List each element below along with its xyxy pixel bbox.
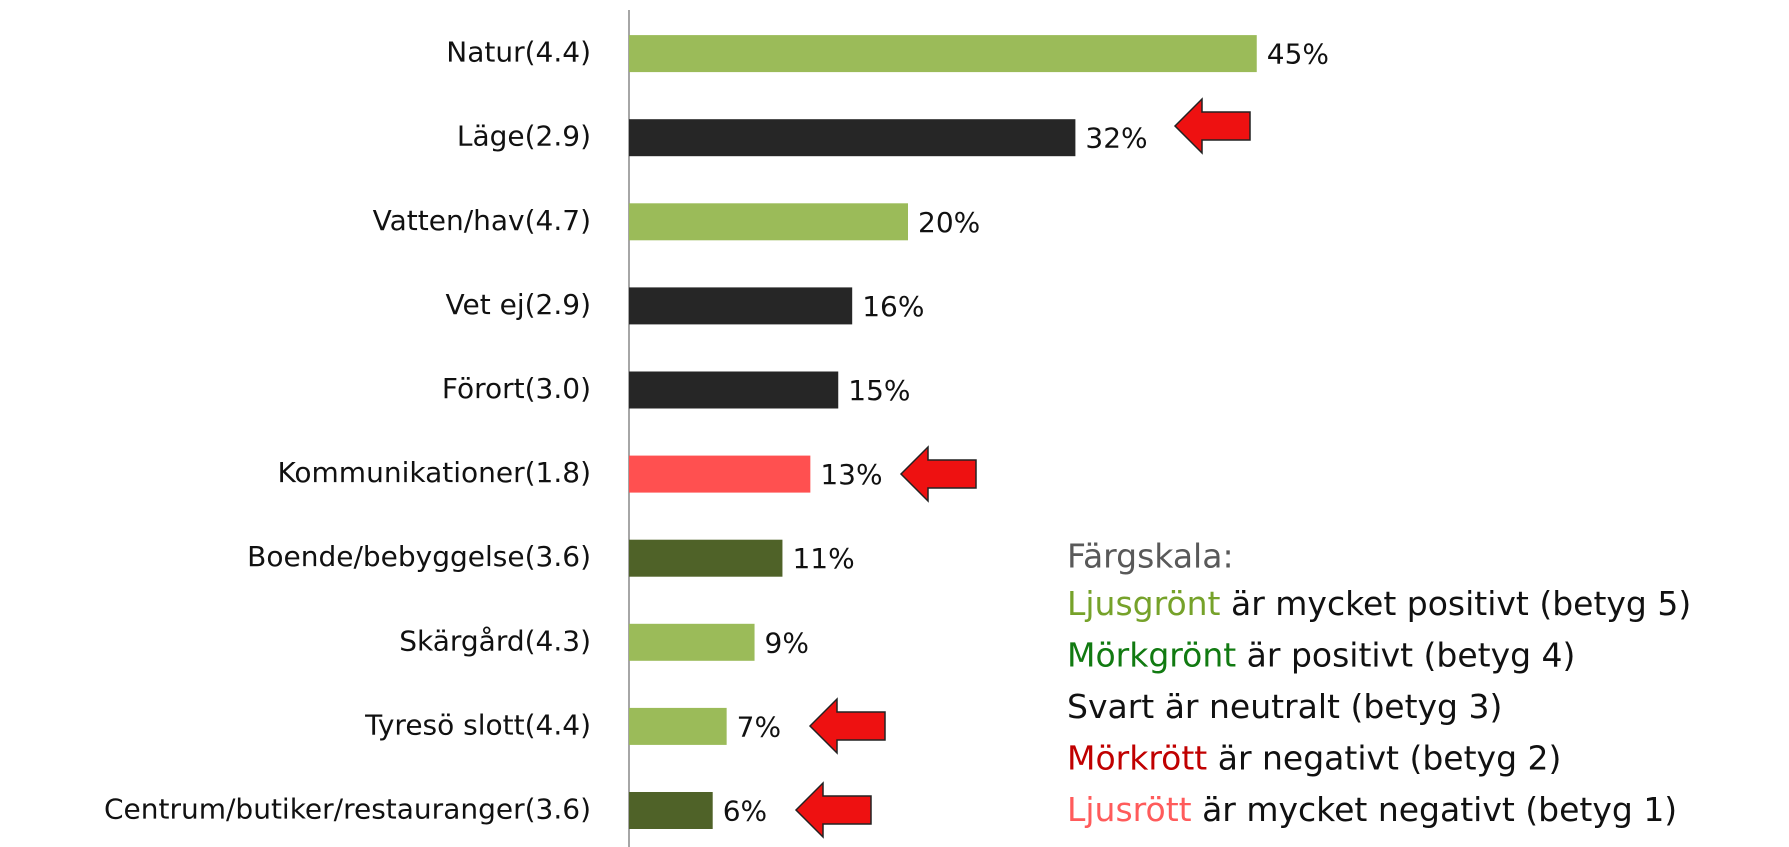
value-label: 6% (723, 795, 767, 828)
value-label: 45% (1267, 38, 1329, 71)
arrow (794, 781, 872, 839)
legend-term: Mörkgrönt (1067, 635, 1236, 674)
legend-term: Mörkrött (1067, 738, 1207, 777)
value-label: 9% (765, 626, 809, 659)
value-label: 32% (1085, 122, 1147, 155)
bar (629, 623, 755, 661)
legend-heading: Färgskala: (1067, 537, 1234, 576)
legend-text: är neutralt (betyg 3) (1154, 687, 1502, 726)
bar (629, 203, 908, 241)
category-label: Läge(2.9) (457, 120, 591, 153)
legend-text: är negativt (betyg 2) (1207, 738, 1561, 777)
legend-term: Ljusrött (1067, 790, 1192, 829)
legend-entry: Ljusgrönt är mycket positivt (betyg 5) (1067, 584, 1691, 623)
arrow (808, 697, 886, 755)
legend-entry: Mörkgrönt är positivt (betyg 4) (1067, 635, 1575, 674)
legend-term: Svart (1067, 687, 1154, 726)
arrow (1173, 97, 1251, 155)
category-label: Vet ej(2.9) (446, 288, 591, 321)
category-label: Kommunikationer(1.8) (277, 456, 591, 489)
value-label: 7% (737, 710, 781, 743)
category-label: Skärgård(4.3) (399, 624, 591, 657)
value-label: 11% (792, 542, 854, 575)
bar (629, 707, 727, 745)
category-label: Centrum/butiker/restauranger(3.6) (104, 793, 591, 826)
value-label: 13% (820, 458, 882, 491)
legend-text: är mycket positivt (betyg 5) (1221, 584, 1692, 623)
value-label: 20% (918, 206, 980, 239)
value-label: 16% (862, 290, 924, 323)
value-label: 15% (848, 374, 910, 407)
legend-term: Ljusgrönt (1067, 584, 1221, 623)
bar (629, 35, 1257, 73)
legend-entry: Mörkrött är negativt (betyg 2) (1067, 738, 1561, 777)
legend-entry: Svart är neutralt (betyg 3) (1067, 687, 1502, 726)
legend-entry: Ljusrött är mycket negativt (betyg 1) (1067, 790, 1677, 829)
bar (629, 792, 713, 829)
arrows (794, 97, 1251, 839)
category-label: Boende/bebyggelse(3.6) (247, 540, 591, 573)
legend-text: är mycket negativt (betyg 1) (1192, 790, 1678, 829)
category-label: Förort(3.0) (442, 372, 591, 405)
category-label: Tyresö slott(4.4) (364, 708, 591, 741)
bar (629, 539, 783, 577)
bar (629, 371, 839, 409)
bar (629, 119, 1076, 157)
bar (629, 455, 811, 493)
category-label: Natur(4.4) (446, 36, 591, 69)
category-label: Vatten/hav(4.7) (373, 204, 591, 237)
arrow (899, 445, 977, 503)
bar (629, 287, 853, 325)
legend-text: är positivt (betyg 4) (1236, 635, 1575, 674)
